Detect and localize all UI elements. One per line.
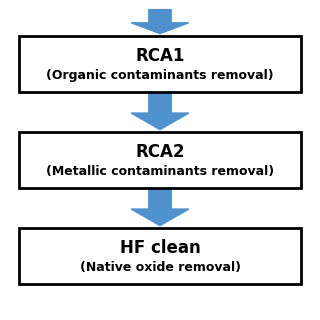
Text: RCA2: RCA2: [135, 143, 185, 161]
Polygon shape: [131, 189, 189, 226]
Text: (Metallic contaminants removal): (Metallic contaminants removal): [46, 165, 274, 178]
FancyBboxPatch shape: [19, 132, 301, 188]
Text: HF clean: HF clean: [120, 239, 200, 257]
Text: RCA1: RCA1: [135, 47, 185, 65]
Polygon shape: [131, 93, 189, 130]
Polygon shape: [131, 10, 189, 34]
Text: (Organic contaminants removal): (Organic contaminants removal): [46, 69, 274, 82]
Text: (Native oxide removal): (Native oxide removal): [79, 261, 241, 274]
FancyBboxPatch shape: [19, 228, 301, 284]
FancyBboxPatch shape: [19, 36, 301, 92]
